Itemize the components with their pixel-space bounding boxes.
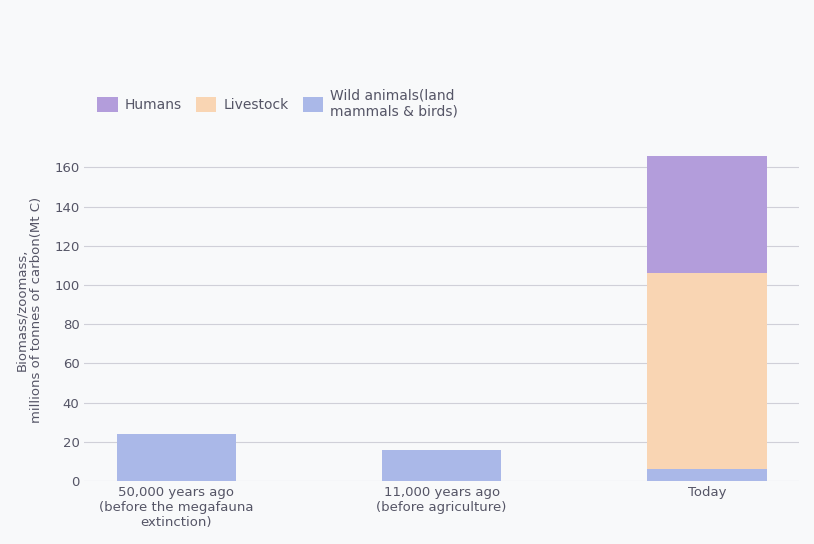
Bar <box>382 450 501 481</box>
Bar <box>647 273 767 469</box>
Y-axis label: Biomass/zoomass,
millions of tonnes of carbon(Mt C): Biomass/zoomass, millions of tonnes of c… <box>15 196 43 423</box>
Bar <box>647 469 767 481</box>
Legend: Humans, Livestock, Wild animals(land
mammals & birds): Humans, Livestock, Wild animals(land mam… <box>91 83 464 125</box>
Bar <box>117 434 236 481</box>
Bar <box>647 156 767 273</box>
